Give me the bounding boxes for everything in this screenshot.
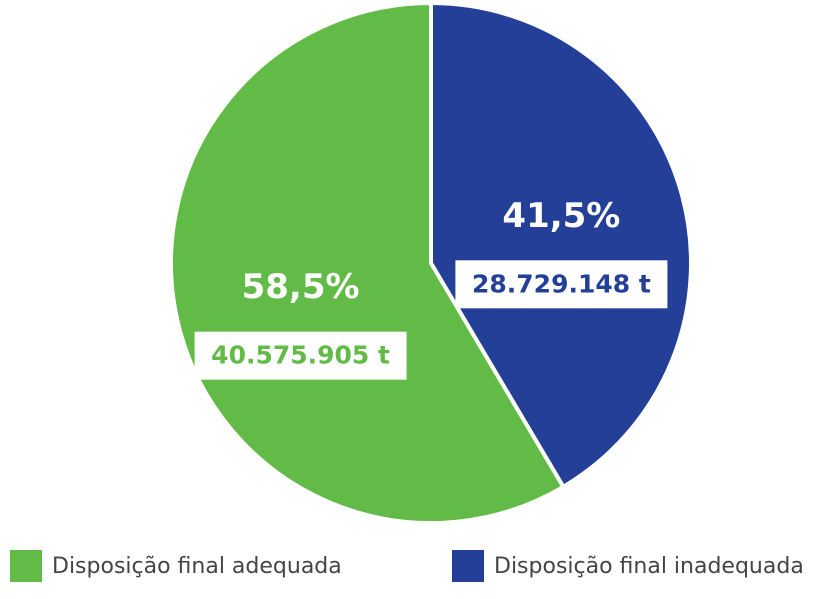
percent-label: 58,5% <box>242 267 360 307</box>
legend-label: Disposição final adequada <box>52 554 342 579</box>
legend-swatch <box>452 550 484 582</box>
pie-slice <box>429 0 693 490</box>
amount-box <box>455 260 668 309</box>
amount-label: 28.729.148 t <box>472 269 651 298</box>
percent-label: 41,5% <box>502 196 620 236</box>
amount-box <box>194 331 407 380</box>
legend-label: Disposição final inadequada <box>494 554 804 579</box>
amount-label: 40.575.905 t <box>211 341 390 370</box>
pie-slice <box>169 0 567 525</box>
legend-swatch <box>10 550 42 582</box>
